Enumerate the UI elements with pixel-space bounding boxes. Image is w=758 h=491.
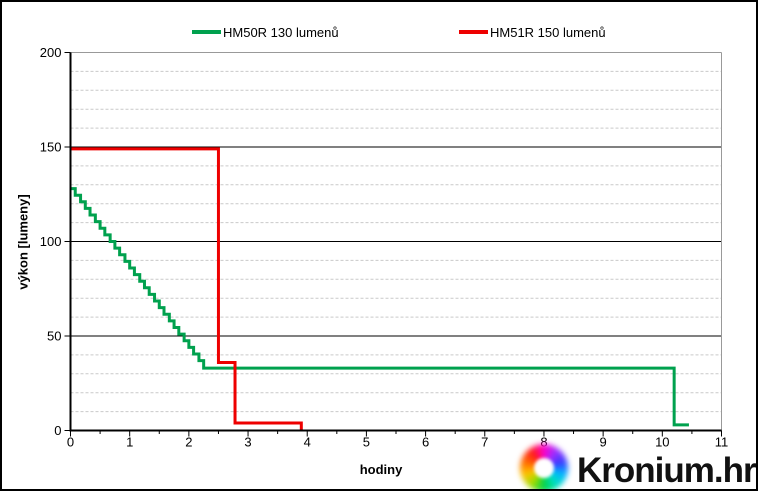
x-tick-label: 5 bbox=[363, 435, 370, 450]
legend-item-hm51r: HM51R 150 lumenů bbox=[459, 24, 606, 40]
y-axis-title: výkon [lumeny] bbox=[15, 194, 31, 290]
x-tick-label: 4 bbox=[304, 435, 311, 450]
x-tick-label: 6 bbox=[422, 435, 429, 450]
kronium-logo: Kronium.hr bbox=[518, 442, 756, 490]
x-tick-label: 11 bbox=[715, 435, 729, 450]
y-tick-label: 0 bbox=[54, 423, 61, 438]
y-tick-label: 200 bbox=[40, 45, 62, 60]
kronium-logo-text: Kronium.hr bbox=[577, 451, 756, 490]
series-line-hm50r bbox=[70, 187, 689, 427]
series-line-hm51r bbox=[70, 147, 303, 431]
legend-label-hm51r: HM51R 150 lumenů bbox=[490, 24, 606, 40]
x-tick-label: 7 bbox=[481, 435, 488, 450]
x-tick-label: 1 bbox=[126, 435, 133, 450]
x-tick-label: 0 bbox=[67, 435, 74, 450]
x-tick-label: 3 bbox=[244, 435, 251, 450]
x-axis-title: hodiny bbox=[359, 462, 403, 477]
legend-item-hm50r: HM50R 130 lumenů bbox=[192, 24, 339, 40]
color-wheel-logo-hole bbox=[534, 458, 554, 478]
legend-label-hm50r: HM50R 130 lumenů bbox=[223, 24, 339, 40]
x-tick-label: 8 bbox=[540, 435, 547, 450]
y-tick-label: 100 bbox=[40, 234, 62, 249]
x-tick-label: 2 bbox=[185, 435, 192, 450]
y-tick-label: 150 bbox=[40, 140, 62, 155]
legend-line-swatch-green bbox=[192, 30, 221, 34]
x-tick-label: 9 bbox=[600, 435, 607, 450]
legend-line-swatch-red bbox=[459, 30, 488, 34]
x-tick-label: 10 bbox=[655, 435, 669, 450]
y-tick-label: 50 bbox=[47, 329, 61, 344]
